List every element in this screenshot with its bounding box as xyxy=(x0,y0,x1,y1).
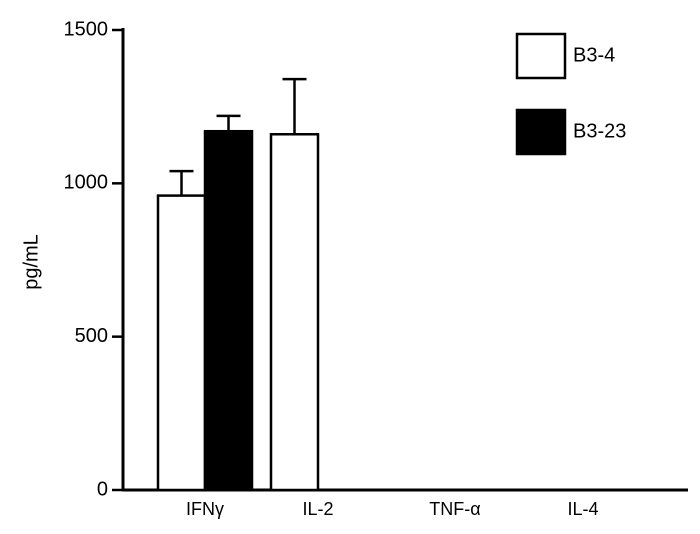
y-tick-label: 500 xyxy=(75,325,108,347)
y-tick-label: 1000 xyxy=(64,172,109,194)
bar xyxy=(156,194,207,492)
x-tick-label: TNF-α xyxy=(429,499,480,519)
legend-label: B3-4 xyxy=(573,44,615,66)
bar xyxy=(203,129,254,492)
legend-swatch xyxy=(515,32,567,80)
bar xyxy=(269,133,320,492)
y-axis-label: pg/mL xyxy=(20,234,42,290)
x-tick-label: IFNγ xyxy=(186,499,224,519)
legend-swatch xyxy=(515,108,567,156)
x-tick-label: IL-4 xyxy=(567,499,598,519)
y-tick-label: 0 xyxy=(97,478,108,500)
x-tick-label: IL-2 xyxy=(302,499,333,519)
legend-label: B3-23 xyxy=(573,120,626,142)
y-tick-label: 1500 xyxy=(64,18,109,40)
